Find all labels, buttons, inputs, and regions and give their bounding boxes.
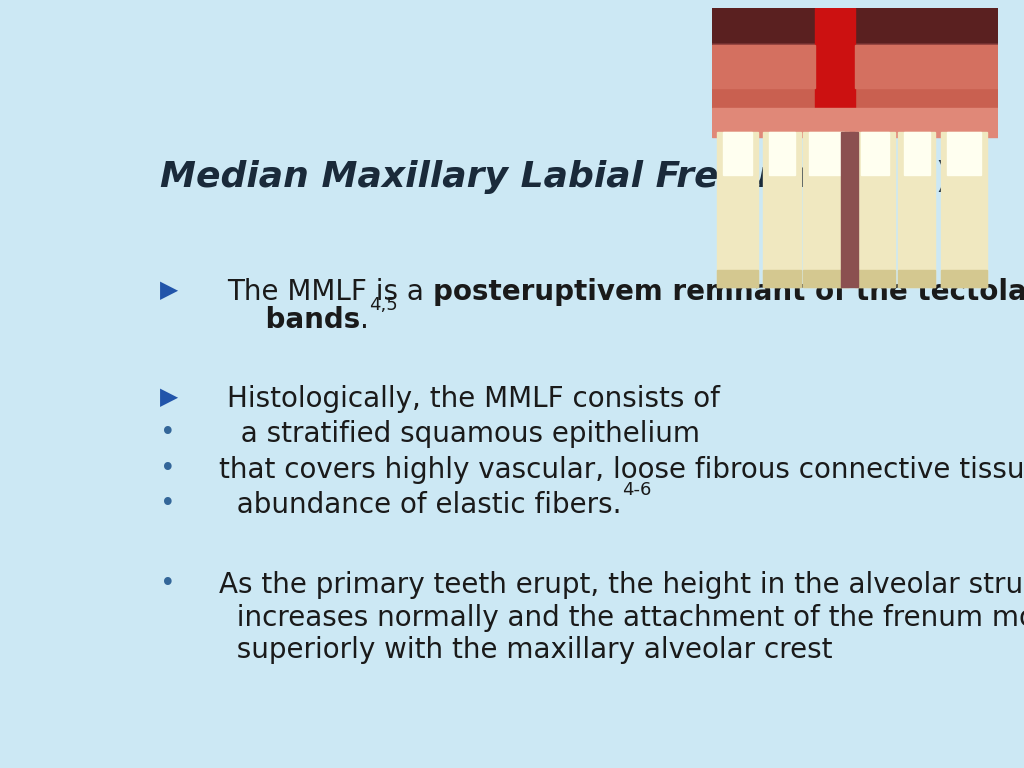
Bar <box>804 270 849 287</box>
Text: ▶: ▶ <box>160 385 178 409</box>
Text: a stratified squamous epithelium: a stratified squamous epithelium <box>223 420 700 449</box>
Bar <box>769 131 795 175</box>
Bar <box>855 131 895 287</box>
Text: Histologically, the MMLF consists of: Histologically, the MMLF consists of <box>227 385 720 413</box>
Bar <box>855 45 998 88</box>
Bar <box>855 270 895 287</box>
Bar <box>712 8 998 42</box>
Bar <box>712 108 998 137</box>
Text: •: • <box>160 492 175 518</box>
Text: 4,5: 4,5 <box>370 296 398 314</box>
Bar <box>841 131 858 287</box>
Bar <box>763 131 801 287</box>
Bar <box>712 45 998 118</box>
Bar <box>712 8 998 118</box>
Text: As the primary teeth erupt, the height in the alveolar structures
  increases no: As the primary teeth erupt, the height i… <box>219 571 1024 664</box>
Text: that covers highly vascular, loose fibrous connective tissue,: that covers highly vascular, loose fibro… <box>219 456 1024 484</box>
Text: .: . <box>360 306 370 334</box>
Text: 4-6: 4-6 <box>622 481 651 498</box>
Text: ▶: ▶ <box>160 279 178 303</box>
Bar <box>763 270 801 287</box>
Text: Median Maxillary Labial Frenum: Median Maxillary Labial Frenum <box>160 161 808 194</box>
Bar <box>898 270 935 287</box>
Bar <box>712 45 815 88</box>
Bar <box>718 131 758 287</box>
Text: bands: bands <box>227 306 360 334</box>
Bar <box>941 131 987 287</box>
Text: (MMLF): (MMLF) <box>808 161 950 194</box>
Bar <box>947 131 981 175</box>
Bar <box>815 8 855 118</box>
Bar <box>898 131 935 287</box>
Bar <box>904 131 930 175</box>
Text: The MMLF is a: The MMLF is a <box>227 279 433 306</box>
Bar <box>861 131 890 175</box>
Bar <box>809 131 844 175</box>
Bar <box>718 270 758 287</box>
Bar <box>723 131 752 175</box>
Text: •: • <box>160 420 175 446</box>
Bar <box>941 270 987 287</box>
Text: •: • <box>160 456 175 482</box>
Text: •: • <box>160 571 175 598</box>
Text: abundance of elastic fibers.: abundance of elastic fibers. <box>219 492 622 519</box>
Bar <box>804 131 849 287</box>
Text: posteruptivem remnant of the tectolabial: posteruptivem remnant of the tectolabial <box>433 279 1024 306</box>
